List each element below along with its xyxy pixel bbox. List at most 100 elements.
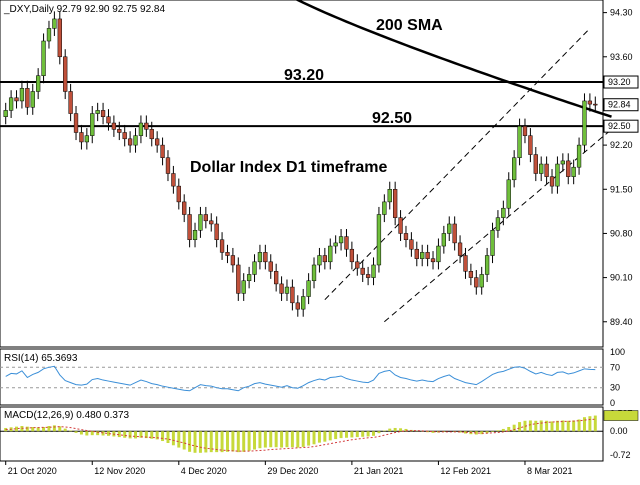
candle-bullish xyxy=(252,261,257,275)
candle-bullish xyxy=(284,286,290,294)
candle-bullish xyxy=(8,97,14,111)
candle-bullish xyxy=(3,110,8,117)
candle-bearish xyxy=(155,138,160,146)
candle-bearish xyxy=(73,113,79,133)
time-tick-label: 21 Jan 2021 xyxy=(354,466,404,476)
candle-bullish xyxy=(84,135,89,143)
candle-bearish xyxy=(219,239,225,253)
candle-bearish xyxy=(214,223,219,240)
time-tick-label: 21 Oct 2020 xyxy=(8,466,57,476)
candle-bearish xyxy=(106,116,111,124)
candle-bearish xyxy=(474,277,479,288)
candle-bearish xyxy=(127,138,133,146)
rsi-tick-label: 30 xyxy=(610,383,620,393)
candle-bullish xyxy=(506,179,511,209)
candle-bearish xyxy=(398,217,403,234)
candle-bearish xyxy=(544,163,549,177)
candle-bearish xyxy=(182,201,187,215)
candles-layer xyxy=(3,11,598,317)
candle-bullish xyxy=(571,166,576,177)
price-tick-label: 90.80 xyxy=(610,228,633,238)
candle-bullish xyxy=(539,163,544,174)
macd-tick-label: 0.00 xyxy=(610,426,628,436)
candle-bearish xyxy=(230,255,236,266)
sma-200-line xyxy=(295,0,612,118)
candle-bearish xyxy=(344,236,349,250)
price-panel xyxy=(0,0,604,348)
candle-bearish xyxy=(295,302,300,310)
candle-bearish xyxy=(409,239,414,250)
candle-bearish xyxy=(160,144,165,158)
candle-bullish xyxy=(371,264,376,278)
candle-bullish xyxy=(328,245,333,263)
candle-bullish xyxy=(138,122,144,136)
candle-bullish xyxy=(41,40,46,76)
candle-bearish xyxy=(403,233,409,240)
candle-bearish xyxy=(365,274,371,278)
price-tick-label: 91.50 xyxy=(610,184,633,194)
candle-bearish xyxy=(117,129,122,133)
candle-bullish xyxy=(495,217,501,231)
candle-bullish xyxy=(490,230,495,256)
macd-tick-label: -0.72 xyxy=(610,450,631,460)
macd-signal-line xyxy=(5,418,596,452)
rsi-title: RSI(14) 65.3693 xyxy=(4,353,78,364)
candle-bullish xyxy=(560,160,565,165)
candle-bearish xyxy=(468,271,474,278)
candle-bullish xyxy=(338,236,344,244)
candle-bullish xyxy=(376,214,382,266)
time-tick-label: 29 Dec 2020 xyxy=(267,466,318,476)
price-tag-box xyxy=(603,75,639,89)
candle-bearish xyxy=(149,129,154,140)
candle-bearish xyxy=(144,122,149,130)
candle-bullish xyxy=(512,157,517,181)
candle-bearish xyxy=(268,261,273,272)
level-high-annotation: 93.20 xyxy=(284,67,324,84)
candle-bearish xyxy=(430,258,436,263)
candle-bearish xyxy=(209,220,214,225)
price-tick-label: 89.40 xyxy=(610,317,633,327)
candle-bearish xyxy=(263,252,268,263)
price-tick-label: 94.30 xyxy=(610,8,633,18)
candle-bearish xyxy=(122,132,127,140)
candle-bearish xyxy=(322,255,327,263)
price-tag-box xyxy=(603,119,639,133)
candle-bearish xyxy=(452,223,457,244)
channel-line xyxy=(324,28,591,301)
candle-bearish xyxy=(279,283,284,294)
candle-bearish xyxy=(290,286,295,304)
macd-value-box xyxy=(603,410,639,421)
candle-bearish xyxy=(393,189,398,218)
candle-bearish xyxy=(236,264,241,294)
candle-bullish xyxy=(479,274,484,288)
axes-layer: 94.30 93.60 92.20 91.50 90.80 90.10 89.40 21 Oc… xyxy=(5,8,639,476)
candle-bearish xyxy=(176,185,181,203)
candle-bearish xyxy=(549,176,555,187)
candle-bullish xyxy=(241,280,246,294)
candle-bearish xyxy=(274,271,279,285)
candle-bullish xyxy=(436,245,441,263)
candle-bullish xyxy=(317,255,322,266)
candle-bearish xyxy=(165,157,171,174)
level-low-annotation: 92.50 xyxy=(372,110,412,127)
macd-title: MACD(12,26,9) 0.480 0.373 xyxy=(4,410,130,421)
rsi-tick-label: 70 xyxy=(610,362,620,372)
candle-bearish xyxy=(593,103,598,106)
candle-bearish xyxy=(587,100,593,105)
candle-bullish xyxy=(257,252,263,263)
overlay-lines xyxy=(0,0,612,323)
candle-bullish xyxy=(555,163,560,187)
candle-bearish xyxy=(68,91,73,114)
candle-bearish xyxy=(425,252,430,259)
candle-bullish xyxy=(441,233,446,247)
candle-bullish xyxy=(133,135,138,146)
time-tick-label: 4 Dec 2020 xyxy=(181,466,227,476)
candle-bullish xyxy=(306,280,311,297)
candle-bullish xyxy=(311,264,317,282)
rsi-tick-label: 100 xyxy=(610,347,625,357)
candle-bullish xyxy=(484,255,490,275)
candle-bearish xyxy=(79,132,84,143)
price-tick-label: 90.10 xyxy=(610,273,633,283)
candle-bullish xyxy=(192,230,198,240)
